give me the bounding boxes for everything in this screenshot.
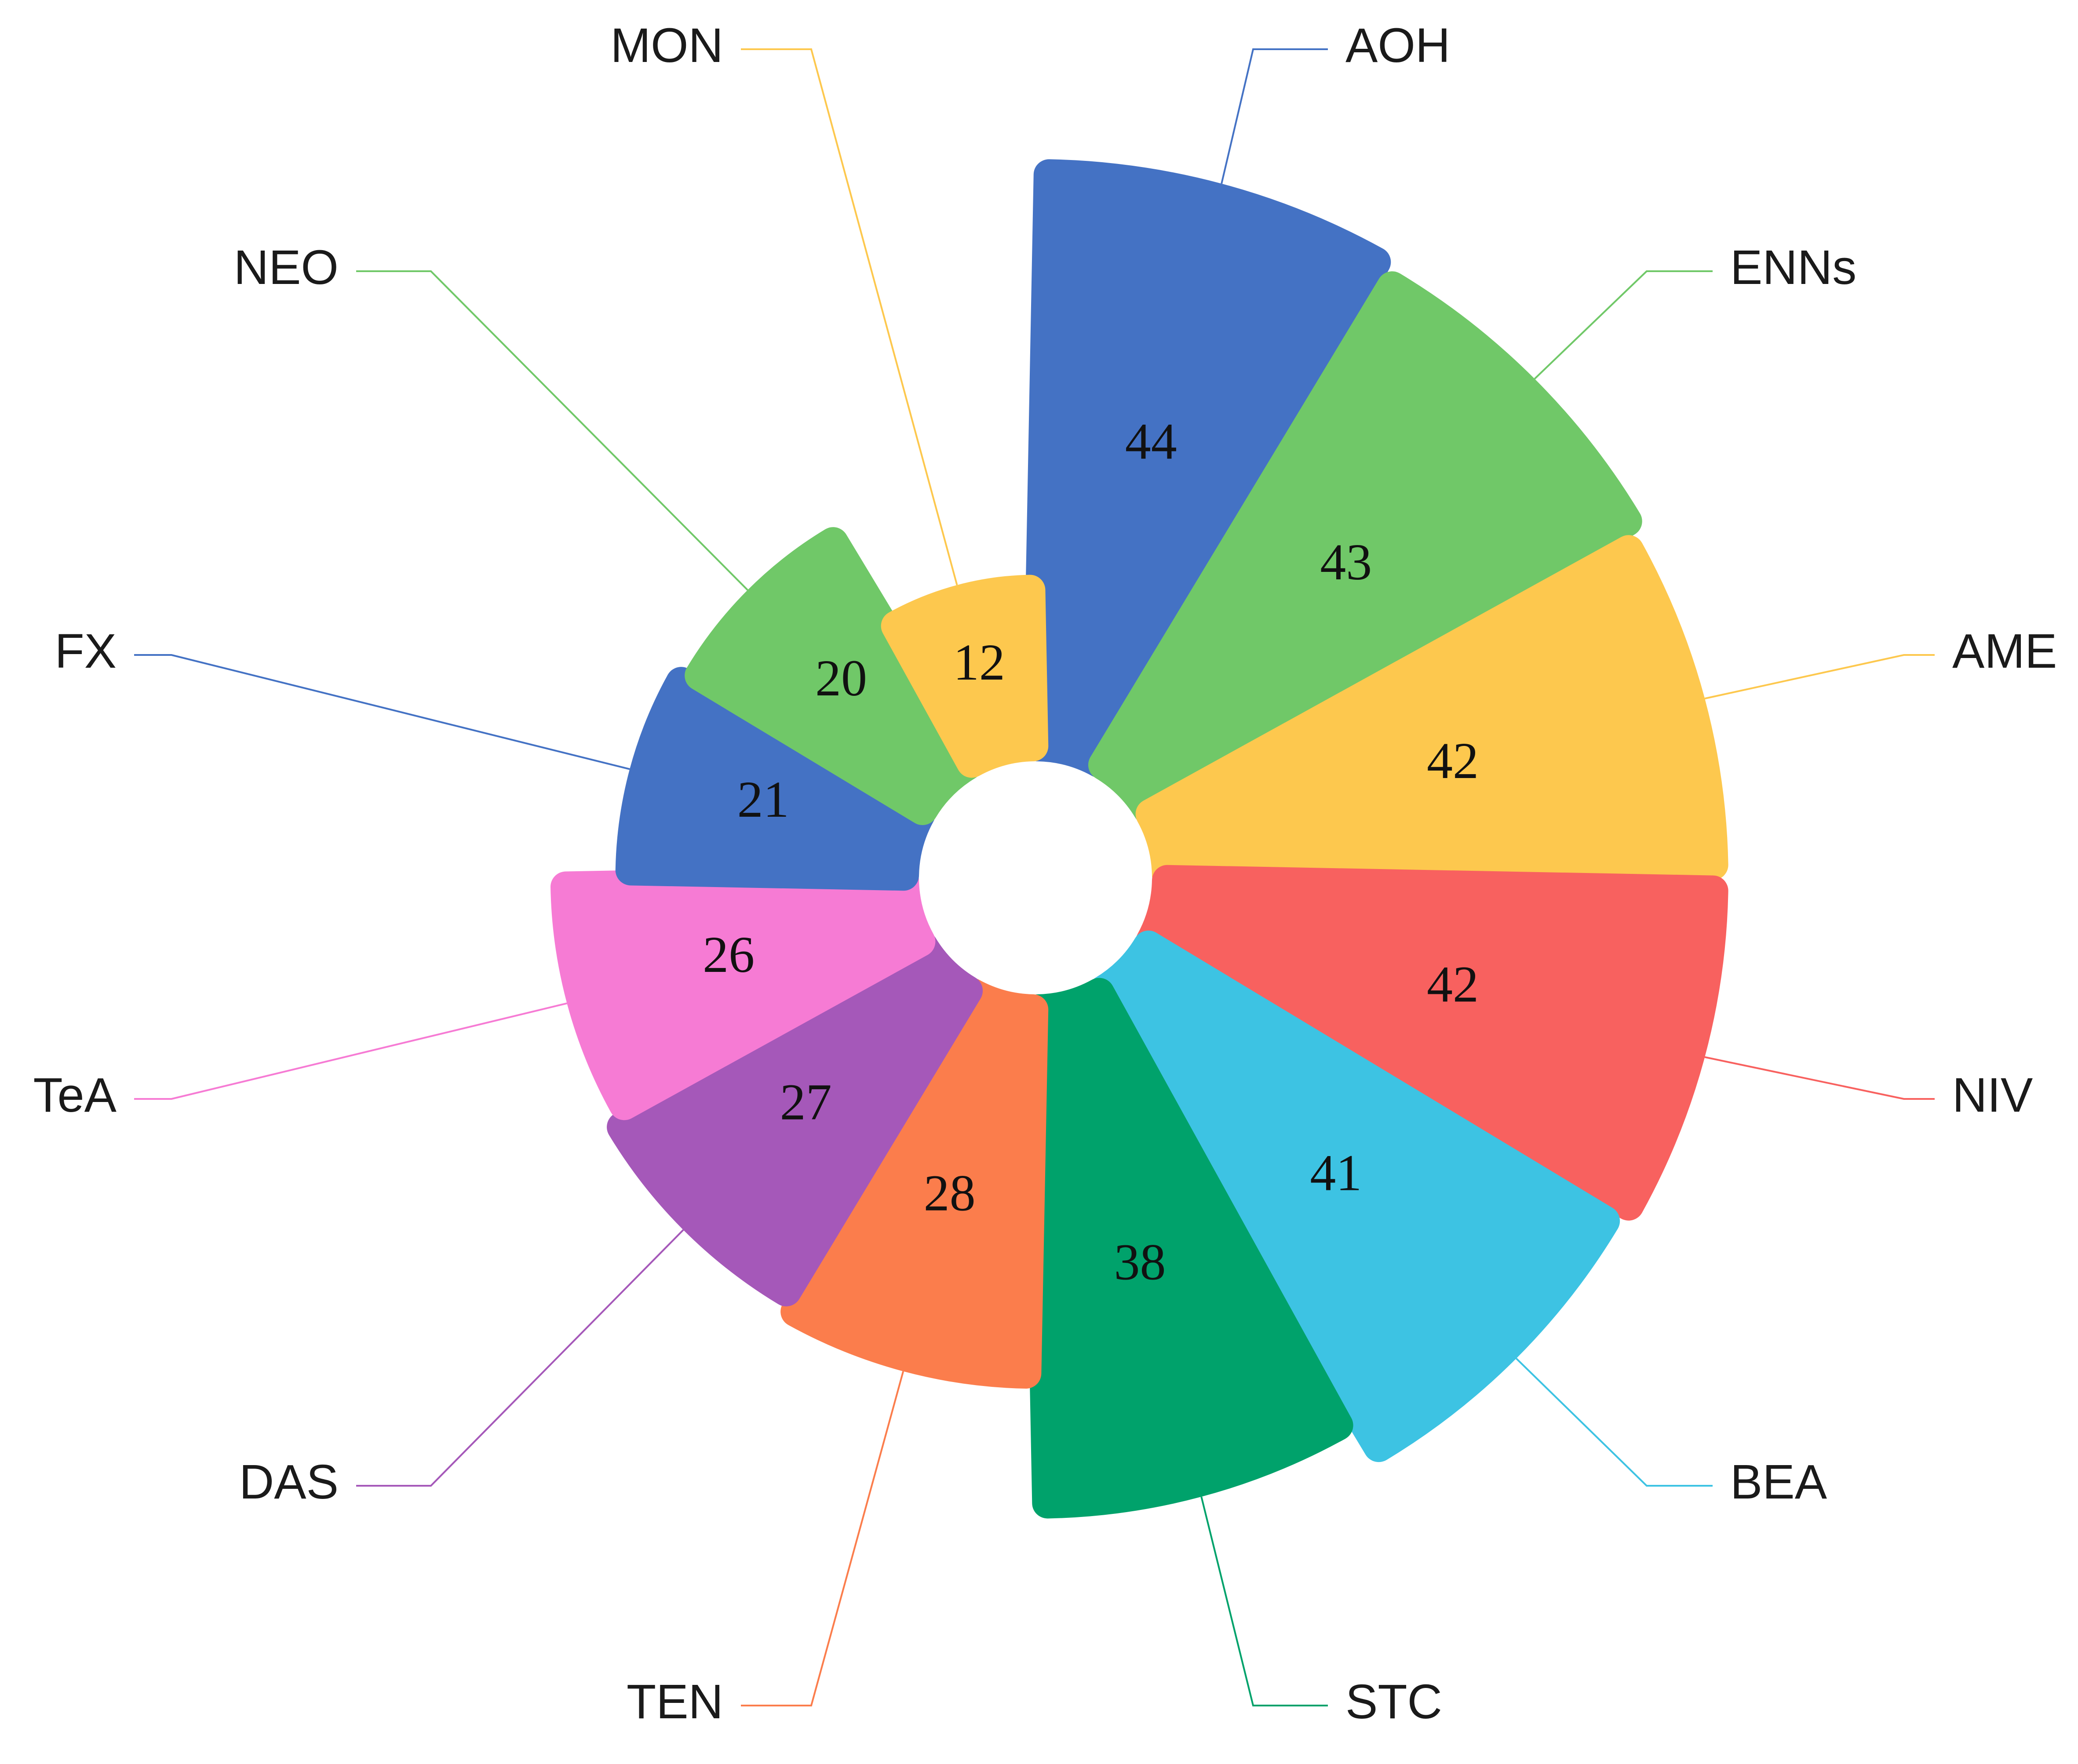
value-label-niv: 42	[1427, 955, 1479, 1013]
slice-ten	[780, 978, 1049, 1389]
chart-labels: 44 AOH 43 ENNs 42 AME 42 NIV 41 BEA 38 STC 28 TEN 27 DA…	[33, 18, 2057, 1729]
category-label-neo: NEO	[234, 240, 339, 295]
slice-bea	[1088, 930, 1620, 1462]
slice-mon	[881, 575, 1049, 778]
value-label-neo: 20	[815, 649, 867, 707]
chart-slices	[550, 159, 1728, 1519]
leader-line-bea	[1516, 1358, 1713, 1487]
slice-tea	[550, 865, 936, 1120]
value-label-stc: 38	[1114, 1233, 1166, 1291]
category-label-niv: NIV	[1952, 1068, 2033, 1122]
leader-line-aoh	[1221, 48, 1328, 184]
category-label-fx: FX	[55, 624, 117, 678]
category-label-das: DAS	[239, 1455, 339, 1509]
category-label-tea: TeA	[33, 1068, 117, 1122]
slice-enns	[1088, 271, 1642, 826]
category-label-aoh: AOH	[1345, 18, 1450, 73]
leader-line-enns	[1534, 270, 1713, 380]
value-label-bea: 41	[1310, 1144, 1362, 1201]
value-label-mon: 12	[953, 633, 1005, 691]
leader-line-neo	[356, 270, 748, 591]
value-label-aoh: 44	[1125, 413, 1177, 470]
leader-line-fx	[134, 654, 630, 770]
slice-fx	[615, 667, 936, 891]
leader-line-ame	[1704, 654, 1935, 700]
category-label-stc: STC	[1345, 1675, 1442, 1729]
slice-neo	[685, 527, 983, 826]
slice-das	[607, 930, 983, 1306]
slice-stc	[1022, 978, 1353, 1519]
category-label-bea: BEA	[1730, 1455, 1827, 1509]
chart-leader-lines	[134, 48, 1935, 1706]
slice-niv	[1135, 865, 1728, 1221]
category-label-mon: MON	[610, 18, 723, 73]
leader-line-niv	[1704, 1056, 1935, 1100]
leader-line-ten	[741, 1371, 904, 1706]
value-label-ame: 42	[1427, 732, 1479, 789]
value-label-das: 27	[780, 1073, 832, 1131]
category-label-ame: AME	[1952, 624, 2057, 678]
value-label-fx: 21	[737, 771, 789, 828]
leader-line-stc	[1200, 1496, 1328, 1706]
value-label-tea: 26	[703, 926, 755, 983]
value-label-enns: 43	[1320, 533, 1372, 591]
category-label-ten: TEN	[627, 1675, 723, 1729]
category-label-enns: ENNs	[1730, 240, 1856, 295]
slice-ame	[1135, 535, 1728, 891]
leader-line-mon	[741, 48, 958, 586]
leader-line-das	[356, 1229, 684, 1487]
leader-line-tea	[134, 1002, 567, 1100]
slice-aoh	[1022, 159, 1391, 778]
value-label-ten: 28	[924, 1164, 976, 1222]
